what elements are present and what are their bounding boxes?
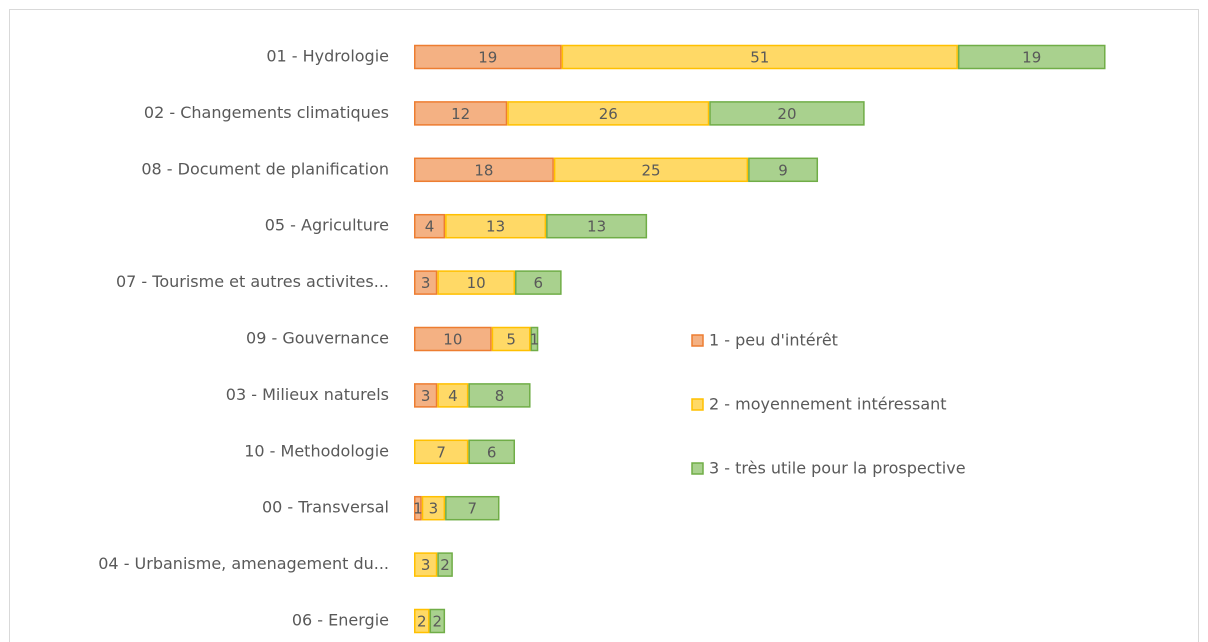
bar-segment [445,495,500,521]
value-label: 25 [641,161,660,179]
value-label: 4 [448,387,458,405]
value-label: 20 [777,105,796,123]
legend-label: 1 - peu d'intérêt [709,331,838,350]
value-label: 26 [599,105,618,123]
value-label: 18 [474,161,493,179]
bar-segment [530,326,539,352]
value-label: 2 [433,613,443,631]
category-label: 09 - Gouvernance [246,329,389,348]
bar-segment [553,157,749,183]
category-label: 06 - Energie [292,611,389,630]
bar-segment [429,608,446,634]
bar-segment [445,213,547,239]
bar-segment [414,439,469,465]
value-label: 19 [478,49,497,67]
value-label: 19 [1022,49,1041,67]
bar-segment [437,383,469,408]
category-label: 02 - Changements climatiques [144,103,389,122]
value-label: 7 [436,443,446,461]
legend-label: 3 - très utile pour la prospective [709,459,966,478]
bar-segment [468,383,531,408]
bar-segment [414,608,430,634]
bar-segment [437,270,516,295]
value-label: 10 [467,274,486,292]
bar-segment [414,270,438,295]
value-label: 3 [421,387,431,405]
value-label: 6 [534,274,544,292]
bar-segment [421,495,446,521]
legend-label: 2 - moyennement intéressant [709,395,947,414]
bar-segment [468,439,516,465]
value-label: 3 [421,556,431,574]
value-label: 5 [506,331,516,349]
legend-swatch [691,334,704,347]
category-label: 05 - Agriculture [265,216,389,235]
bar-segment [414,383,438,408]
category-label: 01 - Hydrologie [266,47,389,66]
value-label: 8 [495,387,505,405]
legend-swatch [691,462,704,475]
value-label: 13 [587,218,606,236]
bar-segment [414,101,508,126]
bar-segment [414,552,438,577]
bar-segment [414,44,562,70]
bar-segment [709,101,865,126]
value-label: 9 [778,161,788,179]
value-label: 2 [417,613,427,631]
value-label: 10 [443,331,462,349]
value-label: 3 [429,500,439,518]
bar-segment [414,157,554,183]
category-label: 07 - Tourisme et autres activites... [116,272,389,291]
bar-segment [491,326,531,352]
bar-segment [561,44,958,70]
category-label: 04 - Urbanisme, amenagement du... [98,554,389,573]
category-label: 08 - Document de planification [141,159,389,178]
value-label: 7 [468,500,478,518]
value-label: 1 [413,500,423,518]
value-label: 3 [421,274,431,292]
value-label: 2 [440,556,450,574]
category-label: 00 - Transversal [262,498,389,517]
value-label: 13 [486,218,505,236]
value-label: 1 [530,331,540,349]
bar-segment [748,157,819,183]
bar-segment [414,495,422,521]
bar-segment [515,270,562,295]
value-label: 6 [487,443,497,461]
bar-segment [957,44,1106,70]
bar-segment [546,213,648,239]
bar-segment [437,552,453,577]
bar-segment [414,326,492,352]
value-label: 4 [425,218,435,236]
bar-segment [507,101,710,126]
bar-segment [414,213,446,239]
legend-swatch [691,398,704,411]
chart-frame [9,9,1199,642]
category-label: 10 - Methodologie [244,441,389,460]
category-label: 03 - Milieux naturels [226,385,389,404]
value-label: 12 [451,105,470,123]
value-label: 51 [750,49,769,67]
